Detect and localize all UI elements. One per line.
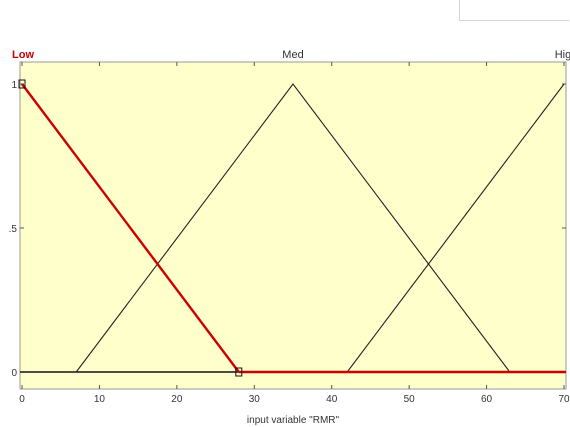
x-tick-label: 20 bbox=[171, 394, 183, 405]
x-tick-label: 10 bbox=[94, 394, 106, 405]
mf-label-high[interactable]: High bbox=[555, 49, 570, 61]
mf-vertex-handle[interactable] bbox=[18, 79, 26, 89]
mf-line-med[interactable] bbox=[75, 83, 511, 373]
y-tick-label: 1 bbox=[11, 80, 17, 91]
mf-line-low[interactable] bbox=[21, 83, 240, 373]
window-input-box[interactable] bbox=[459, 0, 569, 21]
x-tick-label: 50 bbox=[404, 394, 416, 405]
x-axis-label: input variable "RMR" bbox=[247, 415, 340, 426]
x-tick-label: 30 bbox=[249, 394, 261, 405]
x-tick-label: 40 bbox=[326, 394, 338, 405]
x-tick-label: 60 bbox=[481, 394, 493, 405]
y-tick-label: 0 bbox=[11, 368, 17, 379]
plot-area[interactable] bbox=[19, 61, 567, 390]
x-tick-label: 0 bbox=[19, 394, 25, 405]
mf-vertex-handle[interactable] bbox=[235, 367, 243, 377]
mf-label-med[interactable]: Med bbox=[282, 49, 303, 61]
y-tick-label: .5 bbox=[9, 224, 18, 235]
mf-line-high[interactable] bbox=[346, 83, 565, 373]
x-tick-label: 70 bbox=[558, 394, 570, 405]
mf-label-low[interactable]: Low bbox=[12, 49, 34, 61]
